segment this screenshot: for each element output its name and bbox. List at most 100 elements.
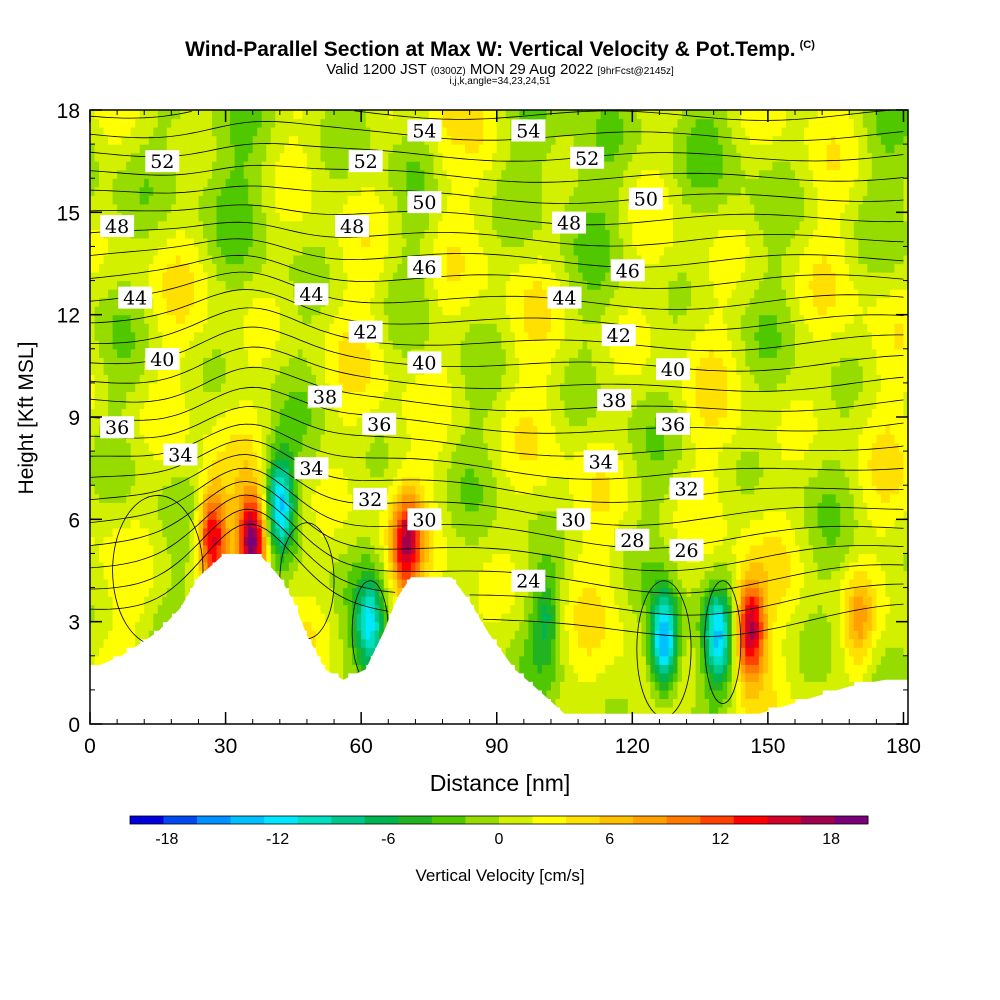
- velocity-cell: [212, 485, 218, 495]
- velocity-cell: [297, 451, 303, 461]
- velocity-cell: [266, 510, 272, 520]
- velocity-cell: [456, 220, 462, 230]
- velocity-cell: [148, 417, 154, 427]
- velocity-cell: [135, 357, 141, 367]
- velocity-cell: [275, 451, 281, 461]
- velocity-cell: [442, 263, 448, 273]
- velocity-cell: [261, 289, 267, 299]
- velocity-cell: [230, 280, 236, 290]
- velocity-cell: [352, 118, 358, 128]
- velocity-cell: [99, 186, 105, 196]
- velocity-cell: [433, 562, 439, 572]
- velocity-cell: [419, 562, 425, 572]
- velocity-cell: [465, 468, 471, 478]
- velocity-cell: [148, 544, 154, 554]
- velocity-cell: [234, 297, 240, 307]
- velocity-cell: [94, 596, 100, 606]
- velocity-cell: [117, 374, 123, 384]
- velocity-cell: [279, 382, 285, 392]
- velocity-cell: [139, 255, 145, 265]
- velocity-cell: [410, 553, 416, 563]
- velocity-cell: [121, 630, 127, 640]
- velocity-cell: [239, 459, 245, 469]
- velocity-cell: [388, 195, 394, 205]
- velocity-cell: [135, 263, 141, 273]
- velocity-cell: [212, 417, 218, 427]
- velocity-cell: [153, 178, 159, 188]
- velocity-cell: [139, 425, 145, 435]
- velocity-cell: [148, 621, 154, 631]
- velocity-cell: [171, 118, 177, 128]
- velocity-cell: [239, 485, 245, 495]
- velocity-cell: [302, 510, 308, 520]
- velocity-cell: [225, 263, 231, 273]
- velocity-cell: [103, 203, 109, 213]
- velocity-cell: [365, 604, 371, 614]
- velocity-cell: [370, 621, 376, 631]
- velocity-cell: [383, 348, 389, 358]
- velocity-cell: [424, 391, 430, 401]
- velocity-cell: [171, 144, 177, 154]
- velocity-cell: [352, 647, 358, 657]
- velocity-cell: [361, 459, 367, 469]
- velocity-cell: [334, 289, 340, 299]
- velocity-cell: [442, 161, 448, 171]
- velocity-cell: [148, 169, 154, 179]
- velocity-cell: [460, 587, 466, 597]
- velocity-cell: [320, 630, 326, 640]
- velocity-cell: [203, 331, 209, 341]
- velocity-cell: [325, 647, 331, 657]
- velocity-cell: [166, 544, 172, 554]
- velocity-cell: [234, 195, 240, 205]
- velocity-cell: [410, 314, 416, 324]
- velocity-cell: [212, 237, 218, 247]
- velocity-cell: [130, 272, 136, 282]
- velocity-cell: [144, 476, 150, 486]
- velocity-cell: [216, 536, 222, 546]
- velocity-cell: [456, 110, 462, 120]
- velocity-cell: [184, 135, 190, 145]
- velocity-cell: [279, 502, 285, 512]
- velocity-cell: [212, 263, 218, 273]
- velocity-cell: [139, 195, 145, 205]
- velocity-cell: [135, 348, 141, 358]
- velocity-cell: [347, 272, 353, 282]
- velocity-cell: [302, 399, 308, 409]
- velocity-cell: [338, 604, 344, 614]
- velocity-cell: [193, 323, 199, 333]
- velocity-cell: [207, 110, 213, 120]
- velocity-cell: [90, 647, 96, 657]
- velocity-cell: [316, 152, 322, 162]
- velocity-cell: [370, 587, 376, 597]
- velocity-cell: [352, 169, 358, 179]
- velocity-cell: [361, 169, 367, 179]
- velocity-cell: [117, 255, 123, 265]
- velocity-cell: [338, 314, 344, 324]
- velocity-cell: [261, 331, 267, 341]
- velocity-cell: [401, 425, 407, 435]
- velocity-cell: [248, 434, 254, 444]
- velocity-cell: [311, 365, 317, 375]
- velocity-cell: [121, 544, 127, 554]
- velocity-cell: [361, 110, 367, 120]
- velocity-cell: [284, 246, 290, 256]
- velocity-cell: [171, 135, 177, 145]
- velocity-cell: [153, 169, 159, 179]
- velocity-cell: [288, 391, 294, 401]
- velocity-cell: [442, 527, 448, 537]
- velocity-cell: [325, 220, 331, 230]
- velocity-cell: [347, 536, 353, 546]
- velocity-cell: [433, 246, 439, 256]
- velocity-cell: [361, 289, 367, 299]
- velocity-cell: [465, 237, 471, 247]
- velocity-cell: [447, 263, 453, 273]
- velocity-cell: [230, 365, 236, 375]
- velocity-cell: [99, 178, 105, 188]
- velocity-cell: [460, 220, 466, 230]
- velocity-cell: [338, 280, 344, 290]
- velocity-cell: [112, 340, 118, 350]
- velocity-cell: [456, 425, 462, 435]
- velocity-cell: [338, 655, 344, 665]
- velocity-cell: [171, 596, 177, 606]
- velocity-cell: [207, 408, 213, 418]
